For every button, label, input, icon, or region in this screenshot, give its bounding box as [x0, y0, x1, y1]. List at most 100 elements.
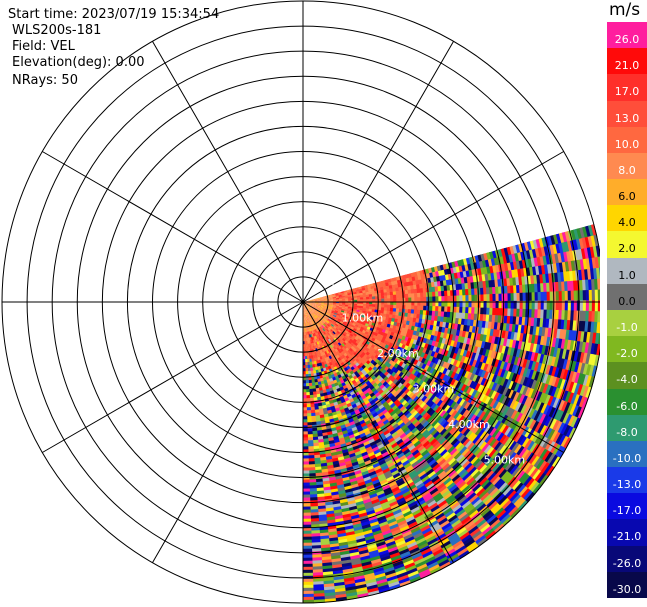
velocity-gate [313, 306, 318, 309]
velocity-gate [462, 295, 466, 302]
velocity-gate [323, 296, 328, 299]
velocity-gate [389, 311, 394, 316]
velocity-gate [516, 434, 525, 445]
velocity-gate [576, 227, 583, 240]
velocity-gate [572, 239, 579, 251]
velocity-gate [444, 375, 451, 384]
velocity-gate [332, 315, 337, 319]
velocity-gate [392, 291, 397, 296]
velocity-gate [308, 304, 312, 306]
velocity-gate [389, 307, 394, 312]
velocity-gate [412, 348, 418, 355]
velocity-gate [518, 414, 526, 425]
velocity-gate [398, 286, 403, 292]
velocity-gate [303, 533, 312, 538]
velocity-gate [504, 293, 509, 302]
velocity-gate [529, 343, 535, 353]
velocity-gate [536, 447, 546, 459]
velocity-gate [318, 310, 323, 313]
velocity-gate [420, 292, 424, 298]
velocity-gate [508, 419, 517, 430]
velocity-gate [356, 320, 361, 324]
velocity-gate [420, 352, 426, 359]
velocity-gate [426, 372, 433, 379]
velocity-gate [428, 379, 435, 387]
velocity-gate [536, 412, 544, 424]
velocity-gate [342, 322, 347, 326]
velocity-gate [531, 283, 535, 294]
velocity-gate [375, 318, 380, 322]
velocity-gate [422, 314, 427, 320]
velocity-gate [410, 285, 415, 290]
velocity-gate [473, 346, 479, 354]
velocity-gate [323, 307, 327, 310]
velocity-gate [317, 297, 322, 300]
velocity-gate [534, 309, 539, 319]
velocity-gate [476, 409, 484, 419]
velocity-gate [520, 449, 530, 460]
velocity-gate [550, 376, 558, 388]
velocity-gate [425, 354, 432, 361]
velocity-gate [421, 318, 426, 325]
velocity-gate [319, 309, 323, 312]
velocity-gate [322, 310, 326, 313]
velocity-gate [549, 282, 554, 293]
velocity-gate [590, 343, 596, 356]
velocity-gate [502, 378, 509, 388]
velocity-gate [463, 385, 470, 394]
velocity-gate [387, 304, 391, 309]
velocity-gate [491, 429, 500, 439]
velocity-gate [452, 379, 459, 388]
velocity-gate [474, 288, 478, 296]
velocity-gate [513, 300, 518, 310]
velocity-gate [525, 368, 532, 379]
velocity-gate [547, 429, 556, 441]
velocity-gate [596, 343, 600, 357]
velocity-gate [536, 317, 541, 328]
velocity-gate [360, 299, 364, 302]
velocity-gate [516, 300, 521, 310]
velocity-gate [484, 349, 490, 358]
velocity-gate [444, 306, 448, 313]
velocity-gate [311, 305, 315, 307]
velocity-gate [542, 404, 551, 416]
velocity-gate [303, 479, 310, 483]
velocity-gate [483, 307, 487, 315]
velocity-gate [311, 302, 316, 304]
velocity-gate [384, 304, 388, 308]
velocity-gate [315, 300, 319, 302]
velocity-gate [562, 437, 572, 450]
velocity-gate [392, 287, 397, 292]
velocity-gate [406, 281, 411, 287]
velocity-gate [459, 289, 463, 296]
velocity-gate [486, 252, 492, 261]
velocity-gate [368, 288, 372, 293]
velocity-gate [480, 301, 484, 309]
velocity-gate [347, 292, 352, 296]
velocity-gate [521, 316, 526, 326]
velocity-gate [420, 301, 424, 307]
velocity-gate [447, 306, 451, 313]
velocity-gate [361, 285, 366, 289]
velocity-gate [524, 427, 533, 439]
velocity-gate [308, 302, 313, 304]
velocity-gate [334, 318, 339, 322]
velocity-gate [308, 303, 313, 306]
velocity-gate [344, 306, 349, 309]
velocity-gate [396, 364, 402, 371]
velocity-gate [332, 307, 336, 310]
velocity-gate [481, 320, 487, 329]
velocity-gate [409, 317, 414, 323]
velocity-gate [331, 310, 336, 313]
velocity-gate [460, 383, 467, 392]
velocity-gate [442, 374, 449, 382]
velocity-gate [448, 345, 454, 353]
velocity-gate [519, 366, 526, 377]
velocity-gate [444, 369, 451, 377]
velocity-gate [429, 345, 435, 352]
velocity-gate [518, 447, 528, 458]
velocity-gate [512, 277, 517, 287]
velocity-gate [420, 381, 427, 388]
velocity-gate [442, 343, 448, 351]
velocity-gate [526, 342, 532, 353]
